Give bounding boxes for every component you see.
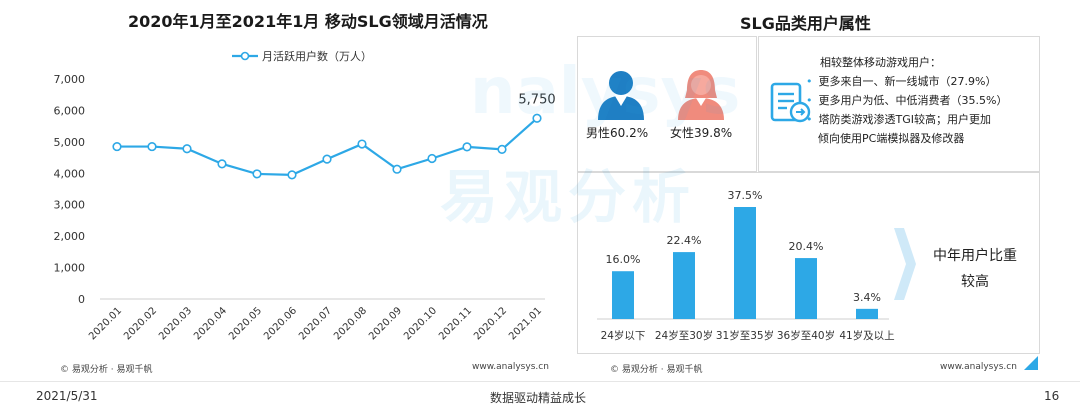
last-value-label: 5,750 — [518, 92, 555, 107]
y-tick-label: 0 — [78, 293, 85, 306]
data-point — [287, 170, 297, 180]
y-tick-label: 2,000 — [54, 230, 86, 243]
footer-date: 2021/5/31 — [36, 389, 98, 403]
page-number: 16 — [1044, 389, 1060, 403]
x-tick-label: 2020.10 — [402, 305, 439, 342]
x-tick-label: 2021.01 — [507, 305, 544, 342]
bar-category-label: 31岁至35岁 — [716, 329, 774, 342]
document-icon — [770, 82, 811, 123]
bar-category-label: 24岁至30岁 — [655, 329, 713, 342]
y-tick-label: 4,000 — [54, 167, 86, 180]
y-tick-label: 7,000 — [54, 73, 86, 86]
right-url: www.analysys.cn — [940, 362, 1017, 372]
highlight-text: 中年用户比重 较高 — [922, 243, 1028, 295]
chevron-right-icon — [894, 228, 916, 300]
y-tick-label: 3,000 — [54, 199, 86, 212]
female-user-icon — [678, 70, 724, 120]
y-tick-label: 6,000 — [54, 104, 86, 117]
footer-divider — [0, 381, 1080, 382]
x-tick-label: 2020.12 — [472, 305, 509, 342]
data-point — [532, 113, 542, 123]
male-user-icon — [598, 71, 644, 120]
y-tick-label: 5,000 — [54, 136, 86, 149]
line-chart: 0 1,000 2,000 3,000 4,000 5,000 6,000 7,000 2020… — [54, 49, 556, 342]
bar-category-label: 36岁至40岁 — [777, 329, 835, 342]
watermark: 易观分析 — [440, 163, 697, 231]
note-item: • 更多用户为低、中低消费者（35.5%） — [806, 94, 1008, 107]
x-tick-label: 2020.06 — [262, 305, 299, 342]
x-tick-label: 2020.08 — [332, 305, 369, 342]
female-percentage: 女性39.8% — [670, 126, 733, 140]
legend-marker — [240, 51, 250, 61]
bar-category-label: 24岁以下 — [601, 329, 646, 342]
bar-category-label: 41岁及以上 — [839, 329, 894, 342]
data-point — [147, 141, 157, 152]
line-chart-title: 2020年1月至2021年1月 移动SLG领域月活情况 — [128, 12, 488, 31]
x-tick-label: 2020.07 — [297, 305, 334, 342]
x-tick-label: 2020.02 — [122, 305, 159, 342]
left-source: © 易观分析 · 易观千帆 — [60, 365, 153, 375]
highlight-line-1: 中年用户比重 — [933, 248, 1017, 264]
note-box — [758, 36, 1040, 172]
gender-box — [577, 36, 757, 172]
bar-value-label: 20.4% — [789, 240, 824, 253]
corner-triangle-icon — [1024, 356, 1038, 370]
x-tick-label: 2020.09 — [367, 305, 404, 342]
x-tick-label: 2020.05 — [227, 305, 264, 342]
data-point — [462, 142, 472, 152]
watermark-latin: nalysys — [470, 55, 741, 129]
male-percentage: 男性60.2% — [586, 126, 649, 140]
data-point — [322, 154, 332, 164]
highlight-line-2: 较高 — [961, 274, 989, 290]
x-tick-label: 2020.01 — [87, 305, 124, 342]
data-point — [252, 169, 262, 179]
footer-slogan: 数据驱动精益成长 — [490, 391, 587, 405]
bar — [856, 308, 878, 319]
bar-value-label: 16.0% — [606, 253, 641, 266]
bar-value-label: 22.4% — [667, 234, 702, 247]
bar-value-label: 3.4% — [853, 291, 881, 304]
data-point — [497, 144, 507, 154]
y-tick-label: 1,000 — [54, 262, 86, 275]
bar — [673, 252, 695, 319]
x-tick-label: 2020.03 — [157, 305, 194, 342]
data-point — [427, 153, 437, 164]
right-panel-title: SLG品类用户属性 — [740, 14, 871, 33]
note-item: • 更多来自一、新一线城市（27.9%） — [806, 75, 997, 88]
bar — [734, 207, 756, 319]
left-url: www.analysys.cn — [472, 362, 549, 372]
bar — [795, 258, 817, 319]
x-tick-label: 2020.11 — [437, 305, 474, 342]
right-source: © 易观分析 · 易观千帆 — [610, 365, 703, 375]
note-title: 相较整体移动游戏用户： — [820, 56, 941, 69]
age-chart-box — [577, 172, 1040, 354]
age-bar-chart: 16.0% 24岁以下 22.4% 24岁至30岁 37.5% 31岁至35岁 20.4% 3… — [597, 189, 895, 342]
bar-value-label: 37.5% — [728, 189, 763, 202]
data-point — [217, 159, 227, 169]
legend-label: 月活跃用户数（万人） — [262, 49, 372, 63]
x-tick-label: 2020.04 — [192, 305, 229, 342]
data-point — [112, 141, 122, 152]
note-item: 倾向使用PC端模拟器及修改器 — [818, 132, 965, 145]
data-point — [392, 164, 402, 174]
data-point — [182, 144, 192, 154]
bar — [612, 271, 634, 319]
note-item: • 塔防类游戏渗透TGI较高；用户更加 — [806, 113, 991, 126]
data-point — [357, 139, 367, 149]
